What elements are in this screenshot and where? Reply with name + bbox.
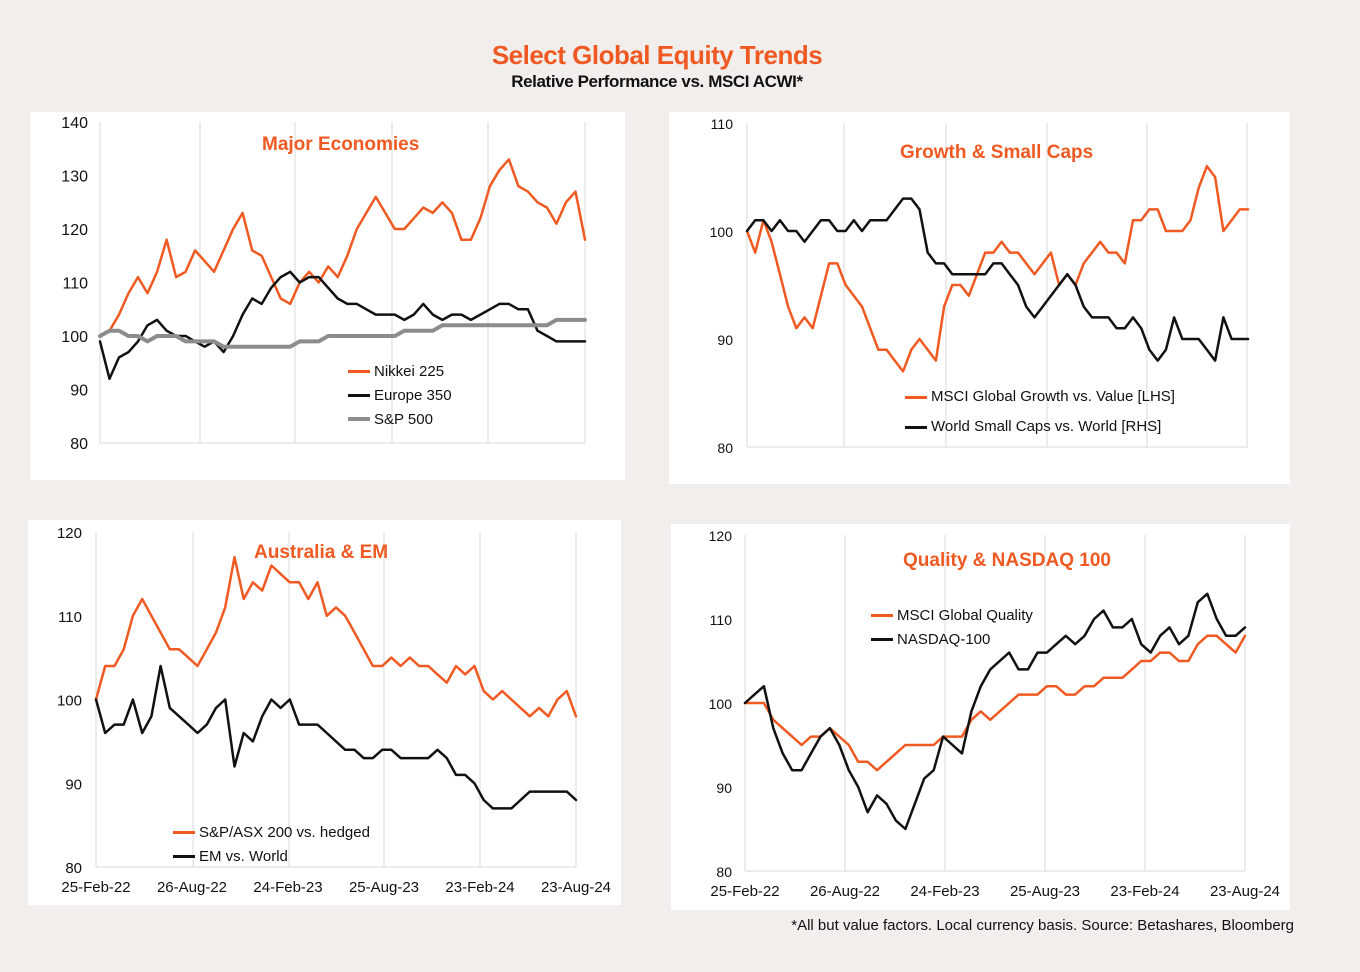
legend-label: S&P 500 (374, 410, 433, 428)
chart-panel-quality-nasdaq: 80 90 100 110 120 25-Feb-22 26-Aug-22 24-Feb-23… (671, 524, 1290, 910)
legend-label: Nikkei 225 (374, 362, 445, 380)
legend-item: S&P/ASX 200 vs. hedged (173, 820, 370, 844)
series-line-nikkei-225 (98, 158, 587, 338)
legend-item: Nikkei 225 (348, 359, 452, 383)
legend-label: S&P/ASX 200 vs. hedged (199, 823, 370, 841)
y-tick-label: 90 (70, 383, 88, 400)
chart-panel-growth-small-caps: 80 90 100 110 Growth & Small Caps MSCI Glob… (669, 112, 1290, 484)
page-title: Select Global Equity Trends (491, 40, 823, 70)
legend-label: World Small Caps vs. World [RHS] (931, 418, 1162, 435)
y-tick-label: 120 (709, 528, 733, 544)
legend-label: EM vs. World (199, 847, 288, 865)
x-tick-label: 25-Feb-22 (710, 883, 779, 900)
legend-item: MSCI Global Growth vs. Value [LHS] (905, 382, 1175, 412)
legend-swatch (173, 854, 195, 858)
chart-legend: Nikkei 225 Europe 350 S&P 500 (348, 359, 452, 431)
legend-item: S&P 500 (348, 407, 452, 431)
series-line-s-p-asx-200-vs-hedged (94, 555, 578, 718)
x-tick-label: 26-Aug-22 (157, 879, 227, 896)
legend-label: MSCI Global Quality (897, 606, 1033, 624)
y-tick-label: 80 (717, 440, 733, 456)
series-line-msci-global-quality (743, 634, 1247, 772)
legend-swatch (348, 417, 370, 421)
y-tick-label: 100 (709, 696, 733, 712)
x-tick-label: 23-Feb-24 (1110, 883, 1179, 900)
series-line-world-small-caps-vs-world-rhs (745, 197, 1250, 362)
x-tick-label: 23-Aug-24 (1210, 883, 1280, 900)
legend-item: Europe 350 (348, 383, 452, 407)
chart-svg-australia-em: 80 90 100 110 120 25-Feb-22 26-Aug-22 24-Feb-23… (57, 525, 611, 896)
legend-swatch (871, 637, 893, 641)
y-tick-label: 110 (711, 116, 734, 132)
legend-swatch (348, 369, 370, 373)
legend-swatch (905, 425, 927, 429)
series-line-s-p-500 (98, 317, 587, 349)
x-tick-label: 26-Aug-22 (810, 883, 880, 900)
legend-item: NASDAQ-100 (871, 627, 1033, 651)
x-tick-label: 24-Feb-23 (253, 879, 322, 896)
y-tick-label: 100 (61, 329, 88, 346)
x-tick-label: 25-Aug-23 (349, 879, 419, 896)
page-subtitle: Relative Performance vs. MSCI ACWI* (511, 72, 803, 91)
y-tick-label: 120 (61, 222, 88, 239)
footer-note: *All but value factors. Local currency b… (791, 917, 1294, 934)
chart-legend: MSCI Global Quality NASDAQ-100 (871, 603, 1033, 651)
series-line-msci-global-growth-vs-value-lhs (745, 164, 1250, 373)
y-tick-label: 110 (58, 609, 82, 626)
y-tick-label: 80 (65, 860, 82, 877)
y-tick-label: 120 (57, 525, 82, 542)
y-tick-label: 140 (61, 115, 88, 132)
chart-svg-quality-nasdaq: 80 90 100 110 120 25-Feb-22 26-Aug-22 24-Feb-23… (709, 528, 1280, 900)
chart-title: Australia & EM (254, 542, 389, 563)
y-tick-label: 100 (57, 693, 82, 710)
chart-svg-major-economies: 80 90 100 110 120 130 140 (61, 115, 587, 453)
legend-item: MSCI Global Quality (871, 603, 1033, 627)
y-tick-label: 80 (70, 436, 88, 453)
y-tick-label: 90 (717, 332, 733, 348)
y-tick-label: 100 (710, 224, 734, 240)
chart-legend: S&P/ASX 200 vs. hedged EM vs. World (173, 820, 370, 868)
chart-svg-growth-small-caps: 80 90 100 110 (710, 116, 1250, 456)
y-tick-label: 90 (716, 780, 732, 796)
chart-title: Quality & NASDAQ 100 (903, 550, 1111, 571)
legend-label: NASDAQ-100 (897, 630, 991, 648)
x-tick-label: 25-Aug-23 (1010, 883, 1080, 900)
series-line-em-vs-world (94, 664, 578, 810)
chart-title: Growth & Small Caps (900, 142, 1094, 163)
chart-title: Major Economies (262, 134, 420, 155)
legend-swatch (905, 395, 927, 399)
legend-label: MSCI Global Growth vs. Value [LHS] (931, 388, 1175, 405)
y-tick-label: 80 (716, 864, 732, 880)
legend-item: World Small Caps vs. World [RHS] (905, 412, 1175, 442)
y-tick-label: 110 (62, 276, 88, 293)
legend-swatch (871, 613, 893, 617)
y-tick-label: 130 (61, 169, 88, 186)
legend-swatch (173, 830, 195, 834)
x-tick-label: 23-Feb-24 (445, 879, 514, 896)
y-tick-label: 110 (710, 612, 733, 628)
y-tick-label: 90 (65, 776, 82, 793)
series-line-nasdaq-100 (743, 592, 1247, 831)
legend-label: Europe 350 (374, 386, 452, 404)
x-tick-label: 23-Aug-24 (541, 879, 611, 896)
series-line-europe-350 (98, 270, 587, 381)
chart-panel-major-economies: 80 90 100 110 120 130 140 Major Economies Nikk… (30, 112, 625, 480)
chart-panel-australia-em: 80 90 100 110 120 25-Feb-22 26-Aug-22 24-Feb-23… (28, 520, 621, 905)
legend-item: EM vs. World (173, 844, 370, 868)
x-tick-label: 25-Feb-22 (61, 879, 130, 896)
chart-legend: MSCI Global Growth vs. Value [LHS] World … (905, 382, 1175, 442)
legend-swatch (348, 393, 370, 397)
x-tick-label: 24-Feb-23 (910, 883, 979, 900)
